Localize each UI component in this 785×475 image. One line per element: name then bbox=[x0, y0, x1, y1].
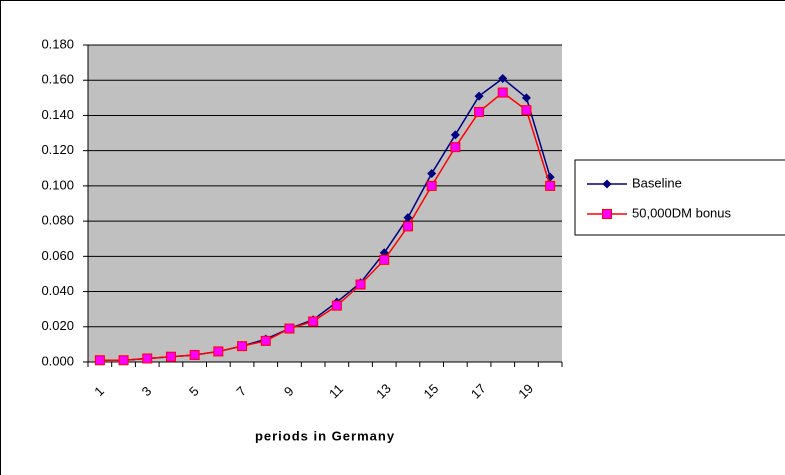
marker bbox=[165, 351, 176, 362]
marker bbox=[474, 91, 484, 101]
marker bbox=[427, 169, 437, 179]
marker bbox=[498, 73, 508, 83]
legend bbox=[574, 159, 785, 236]
y-tick-label: 0.140 bbox=[41, 107, 74, 122]
marker bbox=[450, 142, 461, 153]
marker bbox=[189, 349, 200, 360]
y-tick-label: 0.080 bbox=[41, 213, 74, 228]
marker bbox=[355, 279, 366, 290]
marker bbox=[331, 300, 342, 311]
y-tick-label: 0.120 bbox=[41, 142, 74, 157]
marker bbox=[521, 93, 531, 103]
marker bbox=[402, 221, 413, 232]
marker bbox=[403, 213, 413, 223]
marker bbox=[260, 335, 271, 346]
legend-marker bbox=[602, 179, 612, 189]
marker bbox=[94, 355, 105, 366]
y-tick-label: 0.000 bbox=[41, 353, 74, 368]
marker bbox=[450, 130, 460, 140]
legend-label: 50,000DM bonus bbox=[632, 205, 732, 220]
marker bbox=[474, 106, 485, 117]
y-tick-label: 0.040 bbox=[41, 283, 74, 298]
plot-area bbox=[88, 45, 562, 362]
y-tick-label: 0.180 bbox=[41, 36, 74, 51]
y-tick-label: 0.160 bbox=[41, 72, 74, 87]
marker bbox=[237, 341, 248, 352]
marker bbox=[308, 316, 319, 327]
y-tick-label: 0.020 bbox=[41, 318, 74, 333]
y-tick-label: 0.060 bbox=[41, 248, 74, 263]
marker bbox=[284, 323, 295, 334]
marker bbox=[142, 353, 153, 364]
marker bbox=[497, 87, 508, 98]
series bbox=[94, 87, 556, 366]
marker bbox=[118, 355, 129, 366]
marker bbox=[379, 254, 390, 265]
marker bbox=[426, 180, 437, 191]
legend-label: Baseline bbox=[632, 175, 682, 190]
x-axis-title: periods in Germany bbox=[255, 428, 395, 443]
marker bbox=[521, 105, 532, 116]
marker bbox=[213, 346, 224, 357]
y-tick-label: 0.100 bbox=[41, 177, 74, 192]
marker bbox=[545, 180, 556, 191]
legend-marker bbox=[602, 209, 612, 219]
